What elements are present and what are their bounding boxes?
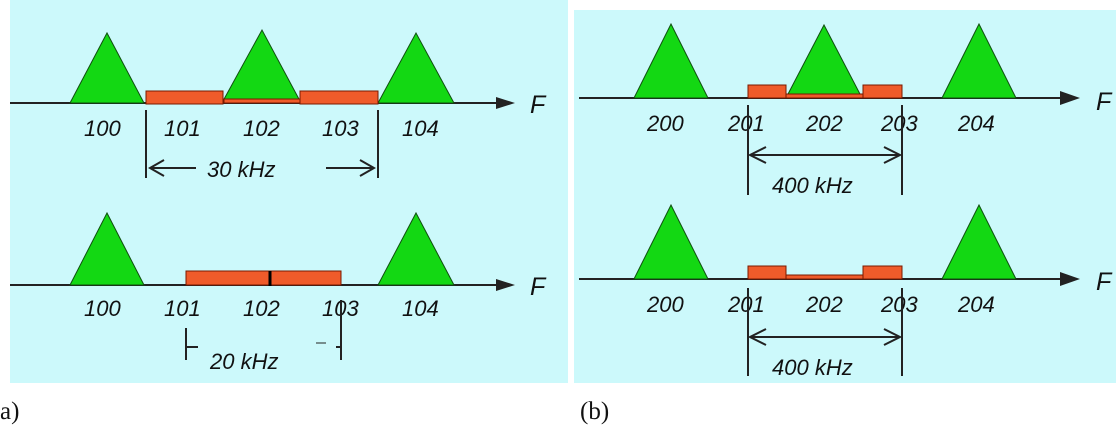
- bandwidth-arrow: [747, 146, 903, 164]
- tick-label-202: 202: [805, 111, 843, 136]
- tick-label-201: 201: [727, 292, 765, 317]
- channel-band-101-102: [185, 270, 271, 286]
- bandwidth-arrow-left: [147, 159, 196, 177]
- channel-band-201: [747, 84, 787, 99]
- signal-triangle-104: [377, 31, 455, 104]
- bandwidth-arrow-right: [326, 159, 377, 177]
- axis-arrowhead: [1060, 91, 1080, 105]
- axis-label-f: F: [530, 91, 547, 119]
- axis-label-f: F: [1096, 268, 1113, 296]
- bandwidth-label-400khz: 400 kHz: [772, 355, 853, 380]
- channel-band-102-103: [269, 270, 342, 286]
- tick-label-104: 104: [402, 296, 439, 321]
- signal-triangle-204: [941, 22, 1017, 99]
- bandwidth-arrow: [747, 328, 903, 346]
- channel-band-102-overlap: [223, 98, 301, 104]
- panel-a-row-2: F 100 101 102 103 104 20 kHz: [10, 211, 547, 374]
- bandwidth-label-20khz: 20 kHz: [209, 349, 278, 374]
- signal-triangle-200: [633, 203, 709, 280]
- channel-band-203: [862, 84, 903, 99]
- tick-label-204: 204: [957, 111, 995, 136]
- signal-triangle-100: [69, 211, 145, 286]
- channel-band-101-102: [145, 90, 224, 105]
- panel-b: F 200 201 202 203 204 400 kHz: [574, 0, 1116, 386]
- bandwidth-label-30khz: 30 kHz: [207, 157, 275, 182]
- signal-triangle-104: [377, 211, 455, 286]
- axis-arrowhead: [1060, 272, 1080, 286]
- panel-b-diagram: F 200 201 202 203 204 400 kHz: [574, 10, 1116, 383]
- tick-label-102: 102: [243, 296, 280, 321]
- tick-label-103: 103: [322, 116, 359, 141]
- bandwidth-arrow-right: [316, 342, 341, 348]
- tick-label-104: 104: [402, 116, 439, 141]
- axis-label-f: F: [1096, 88, 1113, 116]
- panel-a: F 100 101 102 103 104 30 kHz: [0, 0, 568, 386]
- signal-triangle-200: [633, 22, 709, 99]
- channel-band-202-overlap: [785, 93, 864, 99]
- tick-label-202: 202: [805, 292, 843, 317]
- channel-band-201: [747, 265, 787, 280]
- signal-triangle-204: [941, 203, 1017, 280]
- tick-label-200: 200: [646, 111, 684, 136]
- axis-arrowhead: [496, 279, 515, 291]
- tick-label-101: 101: [164, 296, 201, 321]
- tick-label-101: 101: [164, 116, 201, 141]
- tick-label-100: 100: [84, 116, 121, 141]
- tick-label-204: 204: [957, 292, 995, 317]
- caption-b: (b): [580, 398, 610, 425]
- tick-label-201: 201: [727, 111, 765, 136]
- signal-triangle-100: [69, 31, 145, 104]
- axis-label-f: F: [530, 273, 547, 301]
- bandwidth-label-400khz: 400 kHz: [772, 173, 853, 198]
- caption-a: a): [0, 398, 20, 425]
- channel-band-203: [862, 265, 903, 280]
- tick-label-102: 102: [243, 116, 280, 141]
- channel-band-202-gap: [785, 274, 864, 280]
- panel-a-row-1: F 100 101 102 103 104 30 kHz: [10, 28, 547, 182]
- tick-label-203: 203: [880, 292, 918, 317]
- tick-label-203: 203: [880, 111, 918, 136]
- tick-label-100: 100: [84, 296, 121, 321]
- panel-b-row-2: F 200 201 202 203 204 400 kHz: [579, 203, 1113, 380]
- channel-band-102-103: [299, 90, 379, 105]
- axis-arrowhead: [496, 97, 515, 109]
- panel-a-diagram: F 100 101 102 103 104 30 kHz: [10, 0, 568, 383]
- tick-label-200: 200: [646, 292, 684, 317]
- panel-b-row-1: F 200 201 202 203 204 400 kHz: [579, 22, 1113, 198]
